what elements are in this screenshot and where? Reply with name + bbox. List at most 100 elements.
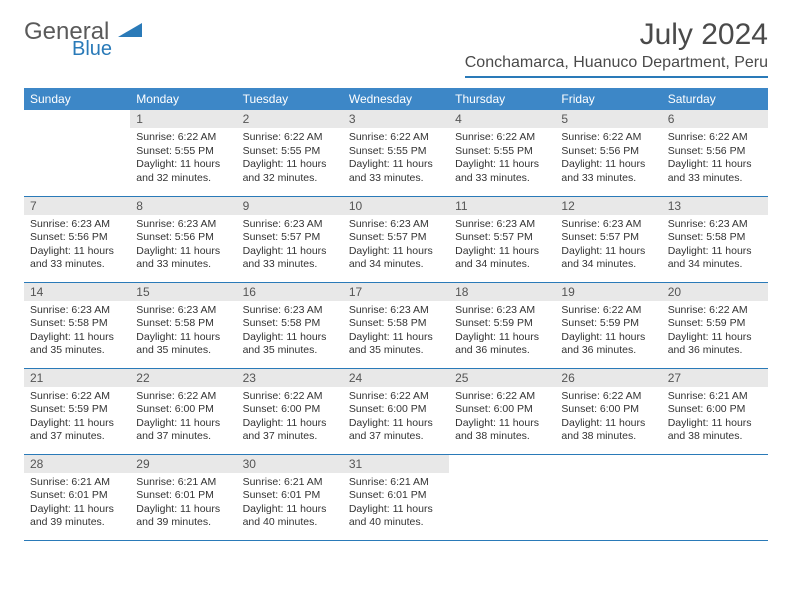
day-cell: 22Sunrise: 6:22 AMSunset: 6:00 PMDayligh… bbox=[130, 368, 236, 454]
day-number: 8 bbox=[130, 197, 236, 215]
day-number: 1 bbox=[130, 110, 236, 128]
day-cell: 26Sunrise: 6:22 AMSunset: 6:00 PMDayligh… bbox=[555, 368, 661, 454]
day-data: Sunrise: 6:23 AMSunset: 5:57 PMDaylight:… bbox=[343, 215, 449, 277]
day-number: 26 bbox=[555, 369, 661, 387]
weekday-header: Friday bbox=[555, 88, 661, 110]
day-data: Sunrise: 6:22 AMSunset: 5:55 PMDaylight:… bbox=[130, 128, 236, 190]
calendar-row: 28Sunrise: 6:21 AMSunset: 6:01 PMDayligh… bbox=[24, 454, 768, 540]
calendar-table: SundayMondayTuesdayWednesdayThursdayFrid… bbox=[24, 88, 768, 541]
day-cell: 1Sunrise: 6:22 AMSunset: 5:55 PMDaylight… bbox=[130, 110, 236, 196]
weekday-header-row: SundayMondayTuesdayWednesdayThursdayFrid… bbox=[24, 88, 768, 110]
day-number: 2 bbox=[237, 110, 343, 128]
month-title: July 2024 bbox=[465, 18, 768, 52]
day-data: Sunrise: 6:23 AMSunset: 5:58 PMDaylight:… bbox=[343, 301, 449, 363]
weekday-header: Saturday bbox=[662, 88, 768, 110]
calendar-row: 14Sunrise: 6:23 AMSunset: 5:58 PMDayligh… bbox=[24, 282, 768, 368]
day-cell: 2Sunrise: 6:22 AMSunset: 5:55 PMDaylight… bbox=[237, 110, 343, 196]
day-number: 14 bbox=[24, 283, 130, 301]
logo-blue-text: Blue bbox=[72, 38, 192, 61]
weekday-header: Monday bbox=[130, 88, 236, 110]
empty-cell bbox=[449, 454, 555, 540]
day-data: Sunrise: 6:22 AMSunset: 6:00 PMDaylight:… bbox=[237, 387, 343, 449]
day-data: Sunrise: 6:22 AMSunset: 5:56 PMDaylight:… bbox=[555, 128, 661, 190]
calendar-row: 21Sunrise: 6:22 AMSunset: 5:59 PMDayligh… bbox=[24, 368, 768, 454]
day-cell: 21Sunrise: 6:22 AMSunset: 5:59 PMDayligh… bbox=[24, 368, 130, 454]
day-number: 21 bbox=[24, 369, 130, 387]
day-number: 16 bbox=[237, 283, 343, 301]
day-number: 12 bbox=[555, 197, 661, 215]
day-data: Sunrise: 6:21 AMSunset: 6:01 PMDaylight:… bbox=[237, 473, 343, 535]
day-data: Sunrise: 6:23 AMSunset: 5:59 PMDaylight:… bbox=[449, 301, 555, 363]
day-cell: 12Sunrise: 6:23 AMSunset: 5:57 PMDayligh… bbox=[555, 196, 661, 282]
day-data: Sunrise: 6:23 AMSunset: 5:56 PMDaylight:… bbox=[24, 215, 130, 277]
day-cell: 31Sunrise: 6:21 AMSunset: 6:01 PMDayligh… bbox=[343, 454, 449, 540]
day-data: Sunrise: 6:23 AMSunset: 5:57 PMDaylight:… bbox=[449, 215, 555, 277]
logo: General Blue bbox=[24, 18, 144, 69]
day-data: Sunrise: 6:22 AMSunset: 5:59 PMDaylight:… bbox=[662, 301, 768, 363]
day-number: 5 bbox=[555, 110, 661, 128]
day-data: Sunrise: 6:21 AMSunset: 6:01 PMDaylight:… bbox=[24, 473, 130, 535]
day-cell: 15Sunrise: 6:23 AMSunset: 5:58 PMDayligh… bbox=[130, 282, 236, 368]
day-number: 22 bbox=[130, 369, 236, 387]
day-number: 13 bbox=[662, 197, 768, 215]
day-cell: 5Sunrise: 6:22 AMSunset: 5:56 PMDaylight… bbox=[555, 110, 661, 196]
day-data: Sunrise: 6:23 AMSunset: 5:56 PMDaylight:… bbox=[130, 215, 236, 277]
day-data: Sunrise: 6:22 AMSunset: 5:55 PMDaylight:… bbox=[343, 128, 449, 190]
calendar-row: 1Sunrise: 6:22 AMSunset: 5:55 PMDaylight… bbox=[24, 110, 768, 196]
day-cell: 29Sunrise: 6:21 AMSunset: 6:01 PMDayligh… bbox=[130, 454, 236, 540]
day-data: Sunrise: 6:23 AMSunset: 5:58 PMDaylight:… bbox=[24, 301, 130, 363]
day-data: Sunrise: 6:22 AMSunset: 6:00 PMDaylight:… bbox=[449, 387, 555, 449]
day-data: Sunrise: 6:22 AMSunset: 6:00 PMDaylight:… bbox=[130, 387, 236, 449]
day-number: 15 bbox=[130, 283, 236, 301]
weekday-header: Wednesday bbox=[343, 88, 449, 110]
empty-cell bbox=[555, 454, 661, 540]
day-cell: 3Sunrise: 6:22 AMSunset: 5:55 PMDaylight… bbox=[343, 110, 449, 196]
title-block: July 2024 Conchamarca, Huanuco Departmen… bbox=[465, 18, 768, 78]
day-data: Sunrise: 6:22 AMSunset: 5:55 PMDaylight:… bbox=[449, 128, 555, 190]
day-cell: 30Sunrise: 6:21 AMSunset: 6:01 PMDayligh… bbox=[237, 454, 343, 540]
day-number: 18 bbox=[449, 283, 555, 301]
day-number: 17 bbox=[343, 283, 449, 301]
location: Conchamarca, Huanuco Department, Peru bbox=[465, 54, 768, 78]
day-number: 27 bbox=[662, 369, 768, 387]
day-number: 31 bbox=[343, 455, 449, 473]
day-cell: 25Sunrise: 6:22 AMSunset: 6:00 PMDayligh… bbox=[449, 368, 555, 454]
day-data: Sunrise: 6:22 AMSunset: 5:55 PMDaylight:… bbox=[237, 128, 343, 190]
day-cell: 20Sunrise: 6:22 AMSunset: 5:59 PMDayligh… bbox=[662, 282, 768, 368]
weekday-header: Sunday bbox=[24, 88, 130, 110]
day-cell: 17Sunrise: 6:23 AMSunset: 5:58 PMDayligh… bbox=[343, 282, 449, 368]
day-cell: 24Sunrise: 6:22 AMSunset: 6:00 PMDayligh… bbox=[343, 368, 449, 454]
day-number: 24 bbox=[343, 369, 449, 387]
day-number: 25 bbox=[449, 369, 555, 387]
day-data: Sunrise: 6:22 AMSunset: 6:00 PMDaylight:… bbox=[343, 387, 449, 449]
day-cell: 11Sunrise: 6:23 AMSunset: 5:57 PMDayligh… bbox=[449, 196, 555, 282]
day-number: 7 bbox=[24, 197, 130, 215]
calendar-row: 7Sunrise: 6:23 AMSunset: 5:56 PMDaylight… bbox=[24, 196, 768, 282]
day-cell: 16Sunrise: 6:23 AMSunset: 5:58 PMDayligh… bbox=[237, 282, 343, 368]
day-cell: 23Sunrise: 6:22 AMSunset: 6:00 PMDayligh… bbox=[237, 368, 343, 454]
day-data: Sunrise: 6:23 AMSunset: 5:58 PMDaylight:… bbox=[130, 301, 236, 363]
calendar: SundayMondayTuesdayWednesdayThursdayFrid… bbox=[0, 88, 792, 541]
day-number: 19 bbox=[555, 283, 661, 301]
day-data: Sunrise: 6:22 AMSunset: 5:59 PMDaylight:… bbox=[555, 301, 661, 363]
day-number: 29 bbox=[130, 455, 236, 473]
empty-cell bbox=[24, 110, 130, 196]
day-number: 6 bbox=[662, 110, 768, 128]
day-cell: 27Sunrise: 6:21 AMSunset: 6:00 PMDayligh… bbox=[662, 368, 768, 454]
day-data: Sunrise: 6:23 AMSunset: 5:57 PMDaylight:… bbox=[555, 215, 661, 277]
day-data: Sunrise: 6:22 AMSunset: 6:00 PMDaylight:… bbox=[555, 387, 661, 449]
day-number: 9 bbox=[237, 197, 343, 215]
day-number: 30 bbox=[237, 455, 343, 473]
day-data: Sunrise: 6:21 AMSunset: 6:01 PMDaylight:… bbox=[130, 473, 236, 535]
weekday-header: Tuesday bbox=[237, 88, 343, 110]
day-number: 3 bbox=[343, 110, 449, 128]
day-number: 23 bbox=[237, 369, 343, 387]
day-data: Sunrise: 6:21 AMSunset: 6:01 PMDaylight:… bbox=[343, 473, 449, 535]
day-number: 10 bbox=[343, 197, 449, 215]
day-cell: 19Sunrise: 6:22 AMSunset: 5:59 PMDayligh… bbox=[555, 282, 661, 368]
day-cell: 28Sunrise: 6:21 AMSunset: 6:01 PMDayligh… bbox=[24, 454, 130, 540]
day-cell: 7Sunrise: 6:23 AMSunset: 5:56 PMDaylight… bbox=[24, 196, 130, 282]
day-data: Sunrise: 6:23 AMSunset: 5:58 PMDaylight:… bbox=[237, 301, 343, 363]
day-cell: 13Sunrise: 6:23 AMSunset: 5:58 PMDayligh… bbox=[662, 196, 768, 282]
day-data: Sunrise: 6:23 AMSunset: 5:58 PMDaylight:… bbox=[662, 215, 768, 277]
